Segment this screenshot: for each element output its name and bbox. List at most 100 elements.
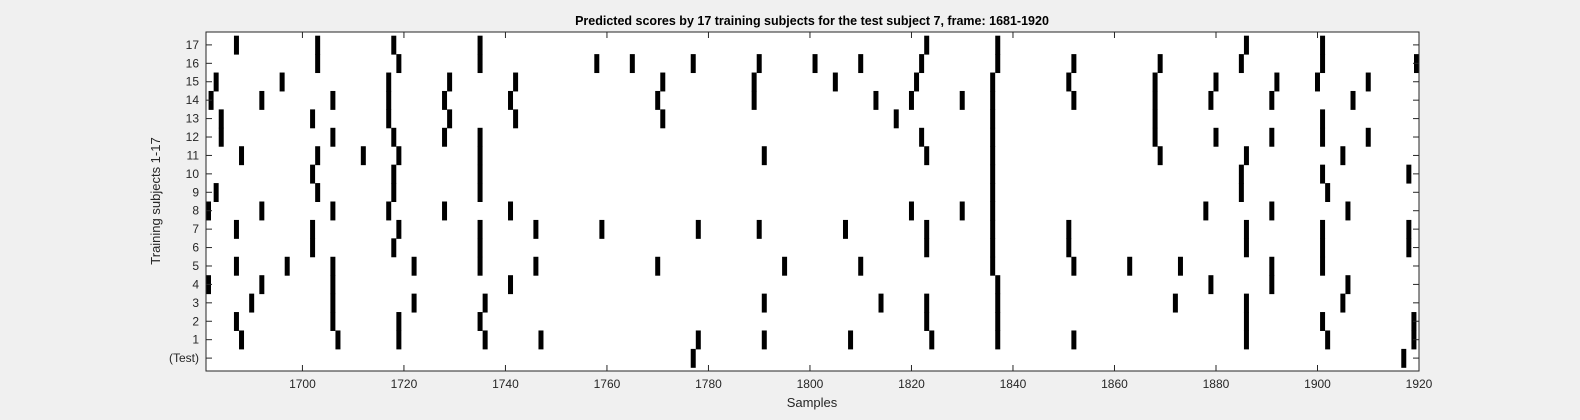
event-mark bbox=[482, 330, 488, 350]
event-mark bbox=[477, 35, 483, 55]
event-mark bbox=[990, 238, 996, 258]
event-mark bbox=[508, 275, 514, 295]
event-mark bbox=[447, 109, 453, 129]
y-tick-label: 7 bbox=[192, 222, 199, 236]
event-mark bbox=[690, 54, 696, 74]
y-tick-label: 14 bbox=[186, 93, 200, 107]
event-mark bbox=[386, 201, 392, 221]
event-mark bbox=[924, 219, 930, 239]
event-mark bbox=[1269, 127, 1275, 147]
event-mark bbox=[1152, 72, 1158, 92]
event-mark bbox=[477, 238, 483, 258]
event-mark bbox=[391, 35, 397, 55]
event-mark bbox=[447, 72, 453, 92]
event-mark bbox=[1365, 72, 1371, 92]
event-mark bbox=[1320, 219, 1326, 239]
event-mark bbox=[1320, 54, 1326, 74]
event-mark bbox=[908, 201, 914, 221]
y-tick-label: 2 bbox=[192, 314, 199, 328]
y-tick-label: 5 bbox=[192, 259, 199, 273]
event-mark bbox=[1071, 330, 1077, 350]
event-mark bbox=[1071, 256, 1077, 276]
event-mark bbox=[1243, 146, 1249, 166]
event-mark bbox=[284, 256, 290, 276]
event-mark bbox=[391, 183, 397, 202]
event-mark bbox=[655, 90, 661, 110]
event-mark bbox=[330, 275, 336, 295]
x-tick-label: 1880 bbox=[1203, 377, 1230, 391]
event-mark bbox=[1274, 72, 1280, 92]
event-mark bbox=[990, 109, 996, 129]
event-mark bbox=[893, 109, 899, 129]
event-mark bbox=[660, 72, 666, 92]
event-mark bbox=[959, 201, 965, 221]
event-mark bbox=[1320, 127, 1326, 147]
event-mark bbox=[411, 256, 417, 276]
event-mark bbox=[908, 90, 914, 110]
event-mark bbox=[1203, 201, 1209, 221]
event-mark bbox=[995, 35, 1001, 55]
event-mark bbox=[233, 256, 239, 276]
x-tick-label: 1740 bbox=[492, 377, 519, 391]
event-mark bbox=[310, 109, 316, 129]
event-mark bbox=[1350, 90, 1356, 110]
event-mark bbox=[751, 72, 757, 92]
x-tick-label: 1900 bbox=[1304, 377, 1331, 391]
event-mark bbox=[310, 164, 316, 184]
event-mark bbox=[1243, 35, 1249, 55]
event-mark bbox=[233, 219, 239, 239]
event-mark bbox=[335, 330, 341, 350]
event-mark bbox=[924, 293, 930, 313]
event-mark bbox=[782, 256, 788, 276]
event-mark bbox=[1238, 54, 1244, 74]
event-mark bbox=[1066, 72, 1072, 92]
event-mark bbox=[259, 201, 265, 221]
event-mark bbox=[1320, 35, 1326, 55]
event-mark bbox=[924, 35, 930, 55]
y-tick-label: 17 bbox=[186, 38, 200, 52]
event-mark bbox=[1345, 275, 1351, 295]
event-mark bbox=[1213, 127, 1219, 147]
event-mark bbox=[1157, 54, 1163, 74]
event-mark bbox=[1157, 146, 1163, 166]
event-mark bbox=[1152, 127, 1158, 147]
event-mark bbox=[477, 312, 483, 331]
event-mark bbox=[315, 183, 321, 202]
event-mark bbox=[1314, 72, 1320, 92]
y-tick-label: 3 bbox=[192, 296, 199, 310]
event-mark bbox=[218, 109, 224, 129]
event-mark bbox=[1340, 293, 1346, 313]
event-mark bbox=[858, 256, 864, 276]
event-mark bbox=[929, 330, 935, 350]
event-mark bbox=[386, 109, 392, 129]
event-mark bbox=[1325, 330, 1331, 350]
event-mark bbox=[756, 219, 762, 239]
event-mark bbox=[848, 330, 854, 350]
event-mark bbox=[330, 127, 336, 147]
event-mark bbox=[1238, 183, 1244, 202]
event-mark bbox=[842, 219, 848, 239]
event-mark bbox=[990, 219, 996, 239]
event-mark bbox=[1243, 238, 1249, 258]
event-mark bbox=[594, 54, 600, 74]
event-mark bbox=[533, 219, 539, 239]
y-axis-label: Training subjects 1-17 bbox=[148, 137, 163, 264]
y-tick-label: (Test) bbox=[169, 351, 199, 365]
event-mark bbox=[695, 330, 701, 350]
event-mark bbox=[1340, 146, 1346, 166]
event-mark bbox=[1345, 201, 1351, 221]
event-mark bbox=[995, 293, 1001, 313]
event-mark bbox=[629, 54, 635, 74]
event-mark bbox=[1269, 256, 1275, 276]
event-mark bbox=[259, 90, 265, 110]
event-mark bbox=[508, 201, 514, 221]
event-mark bbox=[233, 312, 239, 331]
x-tick-label: 1700 bbox=[289, 377, 316, 391]
event-mark bbox=[858, 54, 864, 74]
event-mark bbox=[1320, 256, 1326, 276]
y-tick-label: 4 bbox=[192, 277, 199, 291]
event-mark bbox=[990, 146, 996, 166]
event-mark bbox=[477, 219, 483, 239]
y-tick-label: 10 bbox=[186, 167, 200, 181]
